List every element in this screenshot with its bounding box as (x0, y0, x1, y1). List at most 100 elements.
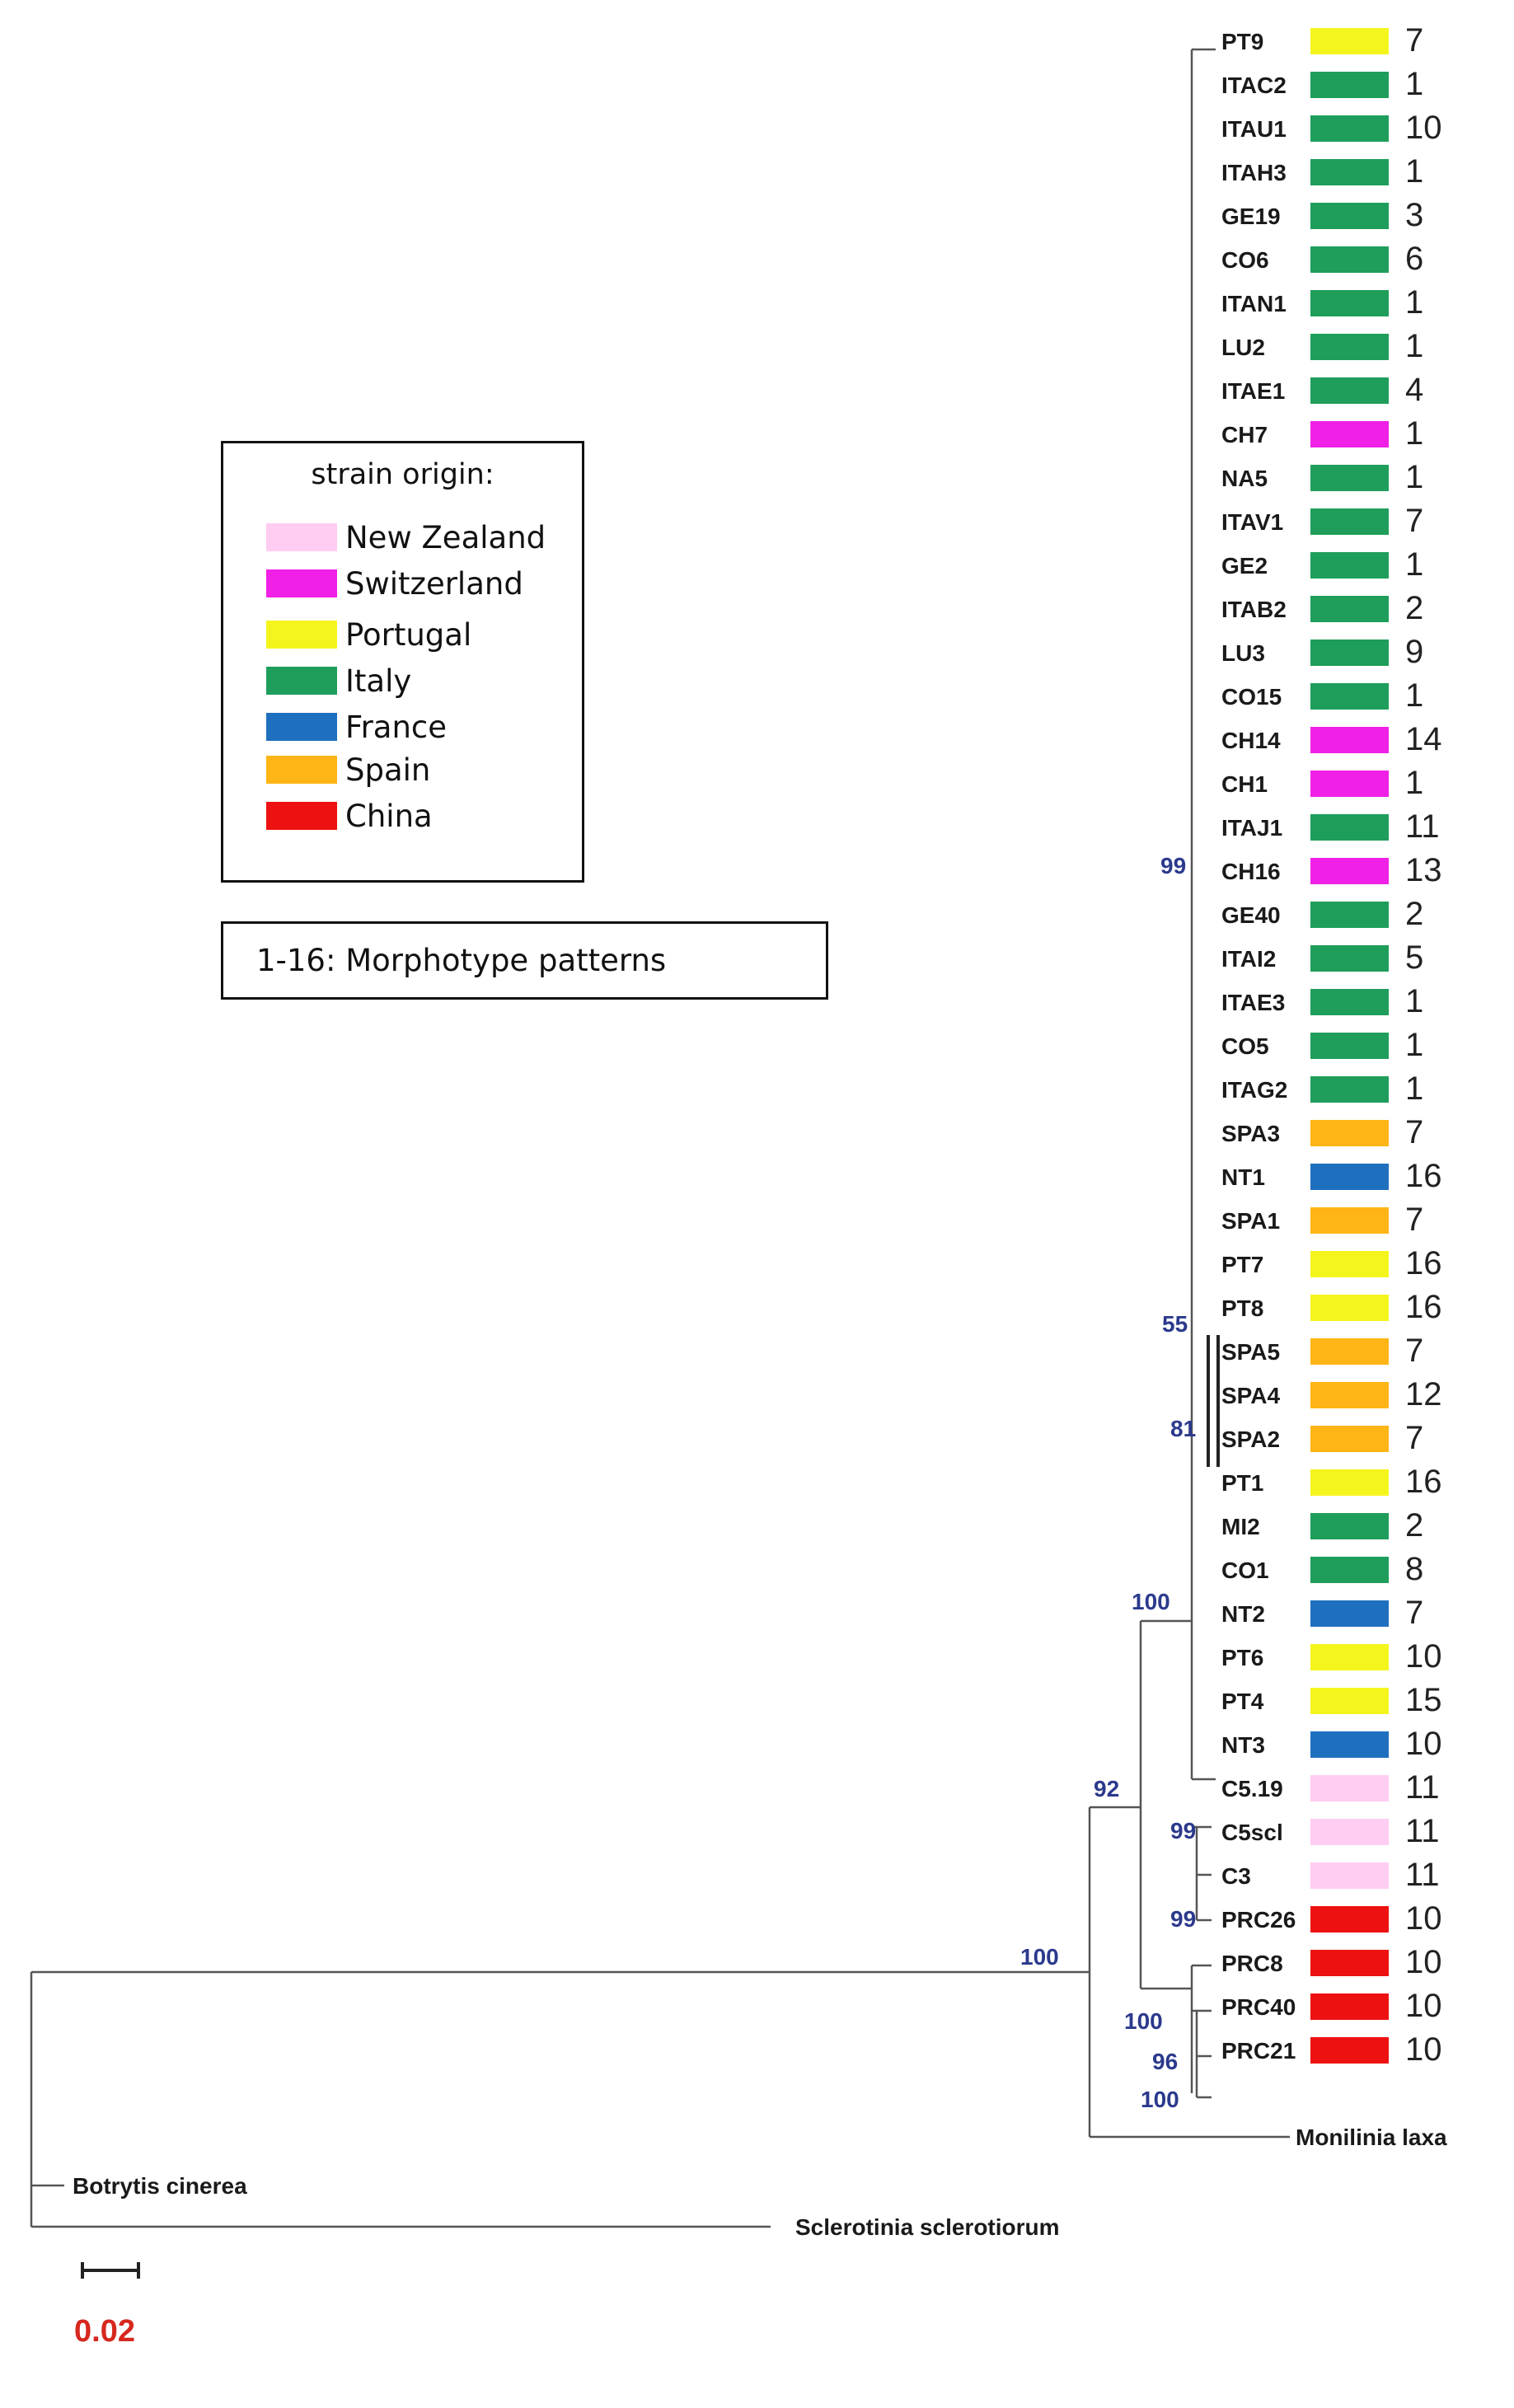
leaf: CO1 8 (1221, 1551, 1423, 1587)
leaf-label: ITAN1 (1221, 291, 1287, 316)
morphotype-count: 10 (1405, 2031, 1442, 2068)
morphotype-count: 1 (1405, 328, 1423, 364)
tree-backbone (30, 48, 1290, 2228)
morphotype-count: 7 (1405, 1114, 1423, 1150)
origin-swatch (1310, 1164, 1389, 1190)
origin-swatch (1310, 989, 1389, 1015)
morphotype-count: 5 (1405, 939, 1423, 976)
origin-swatch (1310, 1033, 1389, 1059)
leaf-label: CO15 (1221, 684, 1282, 710)
leaf-label: CO5 (1221, 1033, 1269, 1059)
morphotype-count: 16 (1405, 1158, 1442, 1194)
leaf: ITAJ1 11 (1221, 808, 1440, 845)
leaf: SPA2 7 (1221, 1420, 1423, 1456)
morphotype-count: 14 (1405, 721, 1442, 757)
leaf: C3 11 (1221, 1857, 1440, 1893)
leaf: GE19 3 (1221, 197, 1423, 233)
leaf-label: PRC21 (1221, 2038, 1296, 2064)
leaf-label: PT9 (1221, 29, 1263, 54)
legend-title: strain origin: (311, 458, 495, 491)
leaf-label: PT6 (1221, 1645, 1263, 1670)
origin-swatch (1310, 1382, 1389, 1408)
leaf-label: GE19 (1221, 204, 1281, 229)
morphotype-count: 9 (1405, 634, 1423, 670)
morphotype-count: 1 (1405, 677, 1423, 714)
support-value: 100 (1141, 2087, 1179, 2112)
leaf-label: CH7 (1221, 422, 1268, 447)
leaf-label: SPA1 (1221, 1208, 1280, 1234)
leaf-label: PT4 (1221, 1689, 1264, 1714)
origin-swatch (1310, 1557, 1389, 1583)
leaf: ITAI2 5 (1221, 939, 1423, 976)
origin-swatch (1310, 72, 1389, 98)
leaf-label: PRC8 (1221, 1951, 1283, 1976)
leaf: CH14 14 (1221, 721, 1442, 757)
outgroup-label: Monilinia laxa (1296, 2125, 1447, 2150)
morphotype-count: 7 (1405, 1420, 1423, 1456)
outgroup-label: Botrytis cinerea (73, 2173, 247, 2199)
morphotype-count: 1 (1405, 983, 1423, 1019)
support-value: 100 (1132, 1589, 1170, 1614)
leaf: ITAH3 1 (1221, 153, 1423, 190)
leaf-label: SPA2 (1221, 1427, 1280, 1452)
leaf-label: GE2 (1221, 553, 1268, 579)
morphotype-count: 10 (1405, 1900, 1442, 1937)
leaf: PT6 10 (1221, 1638, 1442, 1675)
origin-swatch (1310, 727, 1389, 753)
leaf: C5scl 11 (1221, 1813, 1440, 1849)
legend-label: Italy (345, 663, 412, 699)
leaf: ITAV1 7 (1221, 503, 1423, 539)
origin-swatch (1310, 1993, 1389, 2020)
leaf-label: PRC26 (1221, 1907, 1296, 1932)
leaf: NT3 10 (1221, 1726, 1442, 1762)
origin-swatch (1310, 858, 1389, 884)
legend-swatch (266, 802, 337, 830)
origin-swatch (1310, 1862, 1389, 1889)
legend-label: Spain (345, 752, 431, 788)
leaf: PT1 16 (1221, 1464, 1442, 1500)
morphotype-count: 16 (1405, 1464, 1442, 1500)
origin-swatch (1310, 1426, 1389, 1452)
legend-item: Switzerland (266, 566, 523, 602)
legend-swatch (266, 713, 337, 741)
leaf: SPA5 7 (1221, 1333, 1423, 1369)
leaf: ITAB2 2 (1221, 590, 1423, 626)
leaf: ITAG2 1 (1221, 1070, 1423, 1107)
leaf-label: C5scl (1221, 1820, 1283, 1845)
origin-swatch (1310, 639, 1389, 666)
leaf-label: PT7 (1221, 1252, 1263, 1277)
origin-swatch (1310, 814, 1389, 841)
origin-swatch (1310, 1819, 1389, 1845)
origin-swatch (1310, 1469, 1389, 1496)
origin-swatch (1310, 1338, 1389, 1365)
leaf-label: PT8 (1221, 1295, 1263, 1321)
morphotype-count: 8 (1405, 1551, 1423, 1587)
origin-swatch (1310, 2037, 1389, 2064)
legend-item: Spain (266, 752, 431, 788)
leaf: PRC21 10 (1221, 2031, 1442, 2068)
origin-swatch (1310, 596, 1389, 622)
leaf-label: PT1 (1221, 1470, 1263, 1496)
morphotype-count: 1 (1405, 415, 1423, 452)
leaf-label: ITAE3 (1221, 990, 1285, 1015)
support-value: 99 (1170, 1818, 1196, 1843)
origin-swatch (1310, 1775, 1389, 1801)
leaf: GE2 1 (1221, 546, 1423, 583)
origin-swatch (1310, 1076, 1389, 1103)
origin-swatch (1310, 771, 1389, 797)
leaf-label: ITAE1 (1221, 378, 1285, 404)
leaf-label: LU3 (1221, 640, 1265, 666)
morphotype-count: 1 (1405, 546, 1423, 583)
morphotype-count: 1 (1405, 66, 1423, 102)
morphotype-count: 2 (1405, 896, 1423, 932)
support-value: 92 (1094, 1776, 1119, 1801)
morphotype-count: 10 (1405, 110, 1442, 146)
leaf: ITAC2 1 (1221, 66, 1423, 102)
leaf: CO5 1 (1221, 1027, 1423, 1063)
support-value: 96 (1152, 2049, 1178, 2074)
morphotype-count: 11 (1405, 808, 1440, 845)
morphotype-count: 1 (1405, 1070, 1423, 1107)
support-value: 100 (1020, 1944, 1059, 1970)
morphotype-count: 1 (1405, 284, 1423, 321)
